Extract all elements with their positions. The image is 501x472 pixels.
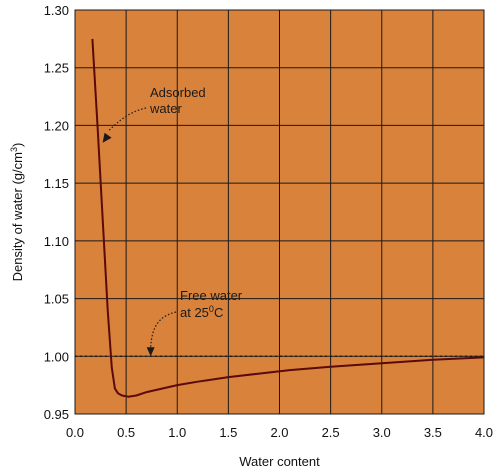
density-curve [91,38,485,398]
y-tick-label: 1.20 [44,118,69,133]
annotation-free-line-1: Free water [180,288,243,303]
y-tick-label: 1.10 [44,234,69,249]
grid-lines [74,9,485,415]
x-tick-label: 2.0 [270,425,288,440]
annotation-adsorbed-arrowhead [102,132,112,143]
annotation-adsorbed-water: Adsorbed water [102,85,206,143]
x-axis-label: Water content [239,454,320,469]
y-tick-label: 1.15 [44,176,69,191]
y-axis-label-suffix: ) [10,143,25,147]
y-tick-label: 1.25 [44,61,69,76]
x-tick-label: 0.5 [117,425,135,440]
x-tick-label: 4.0 [475,425,493,440]
annotation-free-line-2: at 250C [180,304,223,320]
x-tick-label: 3.0 [373,425,391,440]
x-tick-label: 3.5 [424,425,442,440]
annotation-free-superscript: 0 [209,304,214,314]
x-tick-label: 2.5 [322,425,340,440]
y-tick-label: 1.05 [44,292,69,307]
annotation-free-suffix: C [214,305,223,320]
annotation-adsorbed-arrow [108,107,147,132]
y-axis-label-superscript: 3 [9,147,19,152]
annotation-free-arrow [150,311,177,348]
y-tick-label: 0.95 [44,407,69,422]
x-tick-label: 1.0 [168,425,186,440]
y-tick-labels: 0.95 1.00 1.05 1.10 1.15 1.20 1.25 1.30 [44,3,69,422]
x-tick-label: 1.5 [219,425,237,440]
y-axis-label-main: Density of water (g/cm [10,152,25,281]
annotation-free-arrowhead [146,347,155,357]
annotation-adsorbed-line-1: Adsorbed [150,85,206,100]
y-tick-label: 1.30 [44,3,69,18]
annotation-free-line-2-main: at 25 [180,305,209,320]
annotation-free-water: Free water at 250C [146,288,243,357]
x-tick-labels: 0.0 0.5 1.0 1.5 2.0 2.5 3.0 3.5 4.0 [66,425,493,440]
y-tick-label: 1.00 [44,349,69,364]
annotation-adsorbed-line-2: water [149,101,182,116]
y-axis-label: Density of water (g/cm3) [9,143,25,282]
x-tick-label: 0.0 [66,425,84,440]
